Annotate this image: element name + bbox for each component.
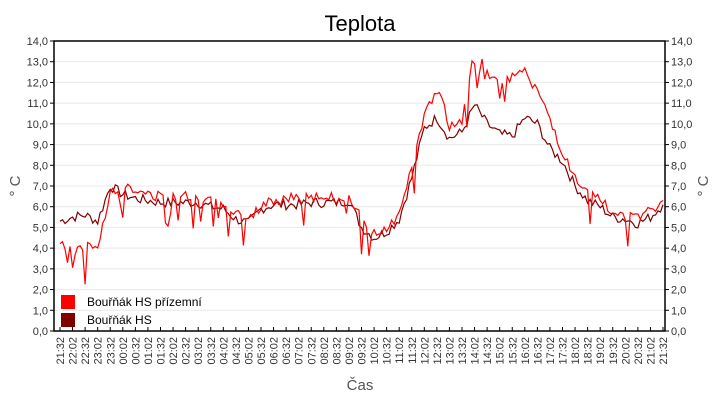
x-tick-label: 11:32 xyxy=(407,337,419,364)
y-tick-label: 7,0 xyxy=(671,181,686,193)
x-tick-label: 22:02 xyxy=(68,337,80,365)
x-tick-label: 20:32 xyxy=(633,337,645,365)
x-tick-label: 10:32 xyxy=(382,337,394,365)
y-tick-label: 10,0 xyxy=(671,119,692,131)
y-axis-title-right: ° C xyxy=(695,175,712,196)
chart-title: Teplota xyxy=(325,11,397,36)
x-axis: 21:32 22:02 22:32 23:02 23:32 00:02 00:32 01:02… xyxy=(55,327,670,365)
x-tick-label: 04:02 xyxy=(218,337,230,365)
x-tick-label: 11:02 xyxy=(394,337,406,364)
x-tick-label: 06:32 xyxy=(281,337,293,365)
x-tick-label: 08:02 xyxy=(319,337,331,365)
x-tick-label: 07:02 xyxy=(294,337,306,365)
x-tick-label: 05:02 xyxy=(243,337,255,365)
y-tick-label: 2,0 xyxy=(33,285,48,297)
x-tick-label: 14:32 xyxy=(482,337,494,365)
y-tick-label: 0,0 xyxy=(671,326,686,338)
y-tick-label: 1,0 xyxy=(33,305,48,317)
x-tick-label: 17:02 xyxy=(545,337,557,365)
x-tick-label: 15:32 xyxy=(507,337,519,365)
x-tick-label: 21:32 xyxy=(55,337,67,365)
y-tick-label: 3,0 xyxy=(33,264,48,276)
x-tick-label: 19:32 xyxy=(608,337,620,365)
x-tick-label: 12:02 xyxy=(419,337,431,365)
y-tick-label: 12,0 xyxy=(671,77,692,89)
y-tick-label: 13,0 xyxy=(671,57,692,69)
legend-label-prizemni: Bouřňák HS přízemní xyxy=(87,295,202,309)
y-axis-left: 0,0 1,0 2,0 3,0 4,0 5,0 6,0 7,0 8,0 9,0 10,0 11,0 12… xyxy=(27,36,54,338)
legend-label-hs: Bouřňák HS xyxy=(87,313,152,327)
x-tick-label: 13:02 xyxy=(444,337,456,365)
x-tick-label: 06:02 xyxy=(269,337,281,365)
y-tick-label: 4,0 xyxy=(33,243,48,255)
y-tick-label: 2,0 xyxy=(671,285,686,297)
x-tick-label: 23:02 xyxy=(93,337,105,365)
x-tick-label: 00:32 xyxy=(130,337,142,365)
x-tick-label: 03:02 xyxy=(193,337,205,365)
data-series xyxy=(59,58,664,285)
x-tick-label: 09:32 xyxy=(357,337,369,365)
y-tick-label: 0,0 xyxy=(33,326,48,338)
y-tick-label: 11,0 xyxy=(27,98,48,110)
x-tick-label: 08:32 xyxy=(331,337,343,365)
x-tick-label: 02:32 xyxy=(181,337,193,365)
y-tick-label: 8,0 xyxy=(33,160,48,172)
x-tick-label: 20:02 xyxy=(620,337,632,365)
y-tick-label: 6,0 xyxy=(33,202,48,214)
y-tick-label: 7,0 xyxy=(33,181,48,193)
y-tick-label: 8,0 xyxy=(671,160,686,172)
y-tick-label: 6,0 xyxy=(671,202,686,214)
x-tick-label: 17:32 xyxy=(558,337,570,365)
x-tick-label: 18:32 xyxy=(583,337,595,365)
x-tick-label: 10:02 xyxy=(369,337,381,365)
x-tick-label: 02:02 xyxy=(168,337,180,365)
x-tick-label: 15:02 xyxy=(495,337,507,365)
x-tick-label: 21:32 xyxy=(658,337,670,365)
x-tick-label: 21:02 xyxy=(645,337,657,365)
x-tick-label: 04:32 xyxy=(231,337,243,365)
series-line xyxy=(59,104,664,241)
x-axis-title: Čas xyxy=(347,377,374,394)
y-tick-label: 3,0 xyxy=(671,264,686,276)
y-axis-title-left: ° C xyxy=(7,175,24,196)
y-tick-label: 14,0 xyxy=(671,36,692,48)
y-tick-label: 11,0 xyxy=(671,98,692,110)
legend-swatch-hs xyxy=(61,313,75,327)
y-tick-label: 9,0 xyxy=(671,140,686,152)
x-tick-label: 03:32 xyxy=(206,337,218,365)
y-tick-label: 1,0 xyxy=(671,305,686,317)
y-tick-label: 5,0 xyxy=(671,222,686,234)
x-tick-label: 01:02 xyxy=(143,337,155,365)
x-tick-label: 01:32 xyxy=(156,337,168,365)
x-tick-label: 05:32 xyxy=(256,337,268,365)
x-tick-label: 07:32 xyxy=(306,337,318,365)
grid-lines xyxy=(54,61,665,311)
x-tick-label: 23:32 xyxy=(105,337,117,365)
y-tick-label: 14,0 xyxy=(27,36,48,48)
y-tick-label: 12,0 xyxy=(27,77,48,89)
x-tick-label: 16:32 xyxy=(532,337,544,365)
x-tick-label: 12:32 xyxy=(432,337,444,365)
series-line xyxy=(59,58,664,285)
y-tick-label: 13,0 xyxy=(27,57,48,69)
x-tick-label: 22:32 xyxy=(80,337,92,365)
legend-swatch-prizemni xyxy=(61,295,75,309)
x-tick-label: 18:02 xyxy=(570,337,582,365)
y-tick-label: 9,0 xyxy=(33,140,48,152)
x-tick-label: 19:02 xyxy=(595,337,607,365)
legend: Bouřňák HS přízemní Bouřňák HS xyxy=(61,295,202,327)
y-tick-label: 4,0 xyxy=(671,243,686,255)
x-tick-label: 16:02 xyxy=(520,337,532,365)
y-tick-label: 5,0 xyxy=(33,222,48,234)
x-tick-label: 14:02 xyxy=(470,337,482,365)
x-tick-label: 09:02 xyxy=(344,337,356,365)
x-tick-label: 13:32 xyxy=(457,337,469,365)
y-axis-right: 0,0 1,0 2,0 3,0 4,0 5,0 6,0 7,0 8,0 9,0 10,0 11,0 12… xyxy=(665,36,692,338)
x-tick-label: 00:02 xyxy=(118,337,130,365)
y-tick-label: 10,0 xyxy=(27,119,48,131)
